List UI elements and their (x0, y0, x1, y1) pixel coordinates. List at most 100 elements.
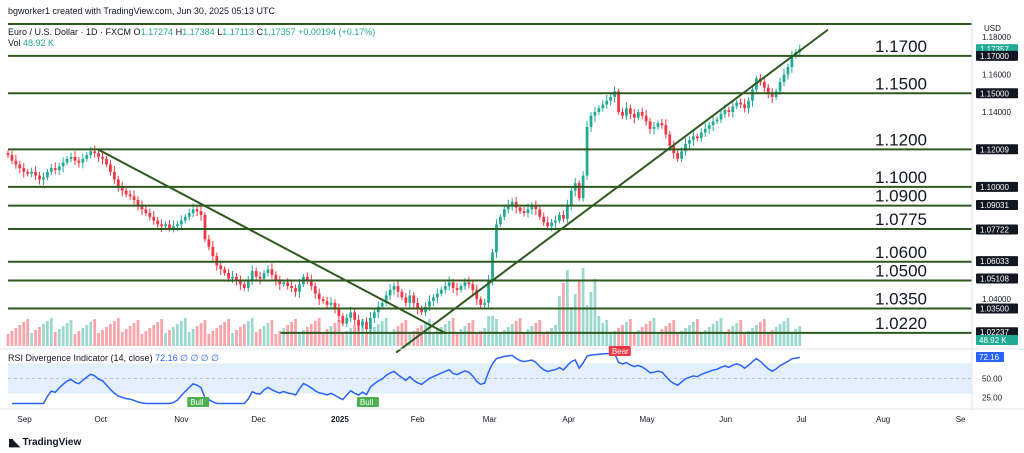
time-axis-tick: Oct (95, 415, 108, 424)
candle-body (479, 299, 483, 305)
volume-bar (372, 327, 376, 346)
volume-bar (396, 326, 400, 346)
time-axis-tick: Mar (483, 415, 497, 424)
candlesticks (6, 44, 802, 334)
volume-bar (660, 329, 664, 346)
volume-bar (172, 327, 175, 346)
candle (179, 215, 183, 231)
candle-body (30, 171, 34, 174)
candle (376, 301, 380, 319)
price-tag: 1.05108 (976, 273, 1018, 284)
candle (593, 106, 597, 122)
candle-body (447, 282, 451, 287)
horizontal-level-label: 1.1700 (875, 37, 927, 56)
volume-bar (235, 330, 238, 346)
candle-body (97, 153, 100, 157)
candle-body (455, 287, 459, 290)
volume-bar (408, 334, 412, 346)
volume-bar (774, 327, 778, 346)
volume-bar (459, 329, 463, 346)
candle-body (227, 272, 230, 279)
divergence-label-box (356, 397, 379, 407)
volume-bar (420, 325, 423, 346)
candle-body (65, 158, 69, 163)
candle-body (625, 108, 628, 116)
candle (266, 264, 270, 277)
tradingview-logo[interactable]: ▮◣ TradingView (8, 436, 81, 449)
candle (565, 199, 569, 224)
candle-body (349, 312, 353, 318)
volume-bar (278, 331, 282, 346)
candle (762, 76, 766, 92)
candle-body (22, 168, 26, 172)
volume-bars (6, 268, 802, 346)
volume-bar (49, 318, 53, 346)
candle-body (743, 104, 746, 109)
candle (345, 313, 349, 328)
rsi-legend: RSI Divergence Indicator (14, close) 72.… (8, 353, 219, 363)
candle-body (747, 100, 750, 109)
candle (577, 180, 581, 201)
candle (688, 136, 691, 149)
bull-divergence-label: Bull (187, 397, 210, 407)
candle (128, 190, 132, 200)
candle-body (183, 216, 187, 221)
rsi-extra-values: ∅ ∅ ∅ ∅ (180, 353, 219, 363)
candle (85, 152, 89, 162)
candle-body (420, 308, 423, 313)
candle (467, 276, 471, 289)
volume-bar (569, 307, 573, 346)
candle-body (148, 213, 152, 217)
volume-bar (609, 334, 613, 346)
volume-bar (755, 325, 758, 346)
rsi-axis-tick: 50.00 (982, 375, 1003, 384)
candle-body (400, 291, 404, 298)
candle (305, 272, 309, 285)
price-tag-box (976, 200, 1018, 211)
divergence-label-text: Bull (360, 398, 374, 407)
close-label: C (256, 27, 264, 37)
volume-tag-text: 48.92 K (979, 336, 1007, 345)
candle-body (502, 209, 506, 217)
volume-bar (18, 325, 22, 346)
volume-bar (199, 323, 203, 346)
volume-bar (731, 326, 735, 346)
candle-body (782, 74, 786, 83)
time-axis-tick: 2025 (331, 415, 349, 424)
bull-divergence-label: Bull (356, 397, 379, 407)
trendline[interactable] (395, 28, 829, 354)
candle (18, 160, 22, 174)
candle-body (585, 126, 589, 176)
candle-body (751, 89, 754, 101)
candle (337, 303, 341, 322)
candle (644, 109, 648, 126)
volume-bar (699, 333, 703, 346)
candle-body (739, 102, 743, 105)
volume-bar (597, 316, 601, 346)
volume-bar (349, 328, 353, 346)
candle (569, 187, 573, 211)
candle (652, 121, 656, 135)
price-axis-tick: 1.14000 (982, 108, 1011, 117)
price-tag-box (976, 256, 1018, 267)
candle-body (109, 164, 112, 172)
candle-body (128, 194, 132, 197)
low-label: L (217, 27, 223, 37)
candle-body (38, 175, 41, 180)
currency-label: USD (984, 24, 1001, 33)
candle-body (786, 67, 790, 75)
candle-body (506, 205, 510, 210)
candle (589, 112, 593, 133)
volume-bar (640, 327, 644, 346)
horizontal-level-label: 1.1500 (875, 74, 927, 93)
candle (6, 150, 10, 158)
volume-bar (432, 333, 435, 346)
price-tag-box (976, 224, 1018, 235)
candle-body (731, 106, 735, 112)
price-tag-text: 1.03500 (980, 305, 1009, 314)
candle-body (18, 164, 22, 169)
horizontal-level-label: 1.0600 (875, 243, 927, 262)
trendline[interactable] (97, 148, 446, 334)
volume-bar (558, 296, 561, 346)
